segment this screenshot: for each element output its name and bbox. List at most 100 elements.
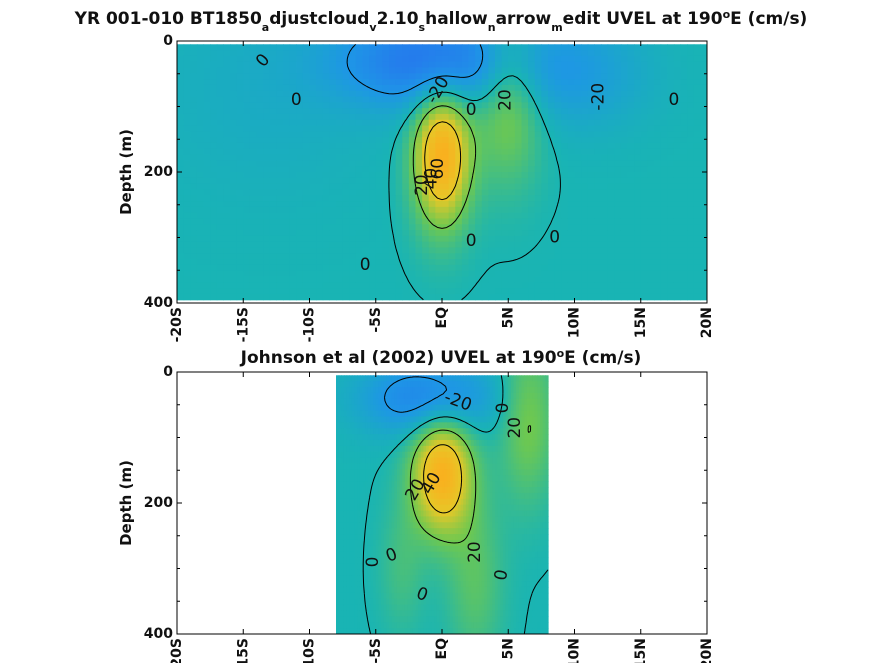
heatmap-cell — [667, 264, 675, 272]
heatmap-cell — [581, 172, 589, 179]
heatmap-cell — [391, 375, 395, 382]
heatmap-cell — [289, 270, 297, 278]
heatmap-cell — [455, 282, 463, 289]
heatmap-cell — [190, 119, 198, 127]
heatmap-cell — [508, 212, 516, 220]
heatmap-cell — [322, 119, 330, 127]
heatmap-cell — [269, 241, 277, 249]
heatmap-cell — [561, 293, 569, 301]
heatmap-cell — [408, 230, 417, 237]
heatmap-cell — [395, 137, 403, 144]
heatmap-cell — [362, 451, 366, 459]
heatmap-cell — [378, 528, 382, 535]
heatmap-cell — [183, 50, 191, 57]
heatmap-cell — [177, 154, 185, 161]
heatmap-cell — [410, 592, 414, 600]
heatmap-cell — [687, 218, 695, 225]
heatmap-cell — [276, 50, 284, 57]
heatmap-cell — [687, 253, 695, 260]
heatmap-cell — [521, 259, 529, 266]
heatmap-cell — [412, 616, 417, 623]
heatmap-cell — [647, 172, 655, 179]
heatmap-cell — [700, 201, 707, 208]
heatmap-cell — [554, 282, 562, 289]
heatmap-cell — [475, 224, 483, 231]
heatmap-cell — [620, 218, 629, 225]
heatmap-cell — [365, 469, 369, 476]
heatmap-cell — [587, 224, 595, 231]
heatmap-cell — [230, 206, 238, 214]
heatmap-cell — [514, 166, 523, 173]
heatmap-cell — [336, 206, 344, 214]
heatmap-cell — [389, 282, 397, 289]
heatmap-cell — [386, 510, 390, 517]
heatmap-cell — [607, 160, 615, 167]
heatmap-cell — [243, 247, 251, 254]
heatmap-cell — [607, 96, 615, 103]
heatmap-cell — [435, 288, 443, 295]
heatmap-cell — [399, 528, 403, 535]
heatmap-cell — [587, 90, 595, 98]
heatmap-cell — [381, 616, 385, 623]
heatmap-cell — [394, 463, 398, 470]
heatmap-cell — [343, 381, 348, 388]
heatmap-cell — [561, 108, 569, 115]
heatmap-cell — [495, 166, 503, 173]
heatmap-cell — [365, 487, 369, 494]
heatmap-cell — [309, 50, 317, 57]
heatmap-cell — [481, 241, 489, 249]
heatmap-cell — [316, 195, 324, 202]
heatmap-cell — [336, 375, 340, 382]
heatmap-cell — [660, 259, 668, 266]
heatmap-cell — [383, 422, 387, 429]
heatmap-cell — [336, 247, 344, 254]
heatmap-cell — [680, 201, 688, 208]
heatmap-cell — [567, 79, 576, 86]
heatmap-cell — [501, 125, 509, 132]
heatmap-cell — [369, 288, 377, 295]
heatmap-cell — [501, 44, 509, 51]
heatmap-cell — [196, 253, 205, 260]
heatmap-cell — [343, 616, 348, 623]
heatmap-cell — [640, 201, 648, 208]
heatmap-cell — [346, 528, 350, 535]
heatmap-cell — [396, 434, 401, 441]
heatmap-cell — [389, 586, 393, 594]
heatmap-cell — [394, 410, 398, 418]
heatmap-cell — [402, 557, 406, 565]
heatmap-cell — [404, 586, 409, 594]
heatmap-cell — [442, 55, 450, 63]
heatmap-cell — [283, 125, 291, 132]
heatmap-cell — [355, 84, 364, 92]
heatmap-cell — [587, 102, 595, 109]
heatmap-cell — [249, 61, 258, 69]
heatmap-cell — [351, 387, 356, 394]
heatmap-cell — [230, 253, 238, 260]
heatmap-cell — [428, 212, 436, 220]
heatmap-cell — [396, 487, 401, 494]
heatmap-cell — [488, 142, 496, 150]
heatmap-cell — [415, 166, 423, 173]
heatmap-cell — [455, 288, 463, 295]
heatmap-cell — [349, 628, 353, 634]
heatmap-cell — [399, 498, 403, 506]
heatmap-cell — [190, 142, 198, 150]
heatmap-cell — [407, 457, 411, 465]
heatmap-cell — [269, 201, 277, 208]
heatmap-cell — [296, 148, 304, 156]
heatmap-cell — [700, 55, 707, 63]
heatmap-cell — [389, 628, 393, 634]
heatmap-cell — [455, 166, 463, 173]
heatmap-cell — [514, 50, 523, 57]
heatmap-cell — [567, 90, 576, 98]
heatmap-cell — [338, 375, 342, 382]
heatmap-cell — [415, 528, 419, 535]
contour-label: 40 — [421, 168, 441, 190]
heatmap-cell — [249, 230, 258, 237]
heatmap-cell — [355, 113, 364, 121]
heatmap-cell — [383, 439, 387, 447]
heatmap-cell — [415, 563, 419, 570]
heatmap-cell — [378, 545, 382, 553]
heatmap-cell — [654, 61, 662, 69]
heatmap-cell — [342, 154, 350, 161]
